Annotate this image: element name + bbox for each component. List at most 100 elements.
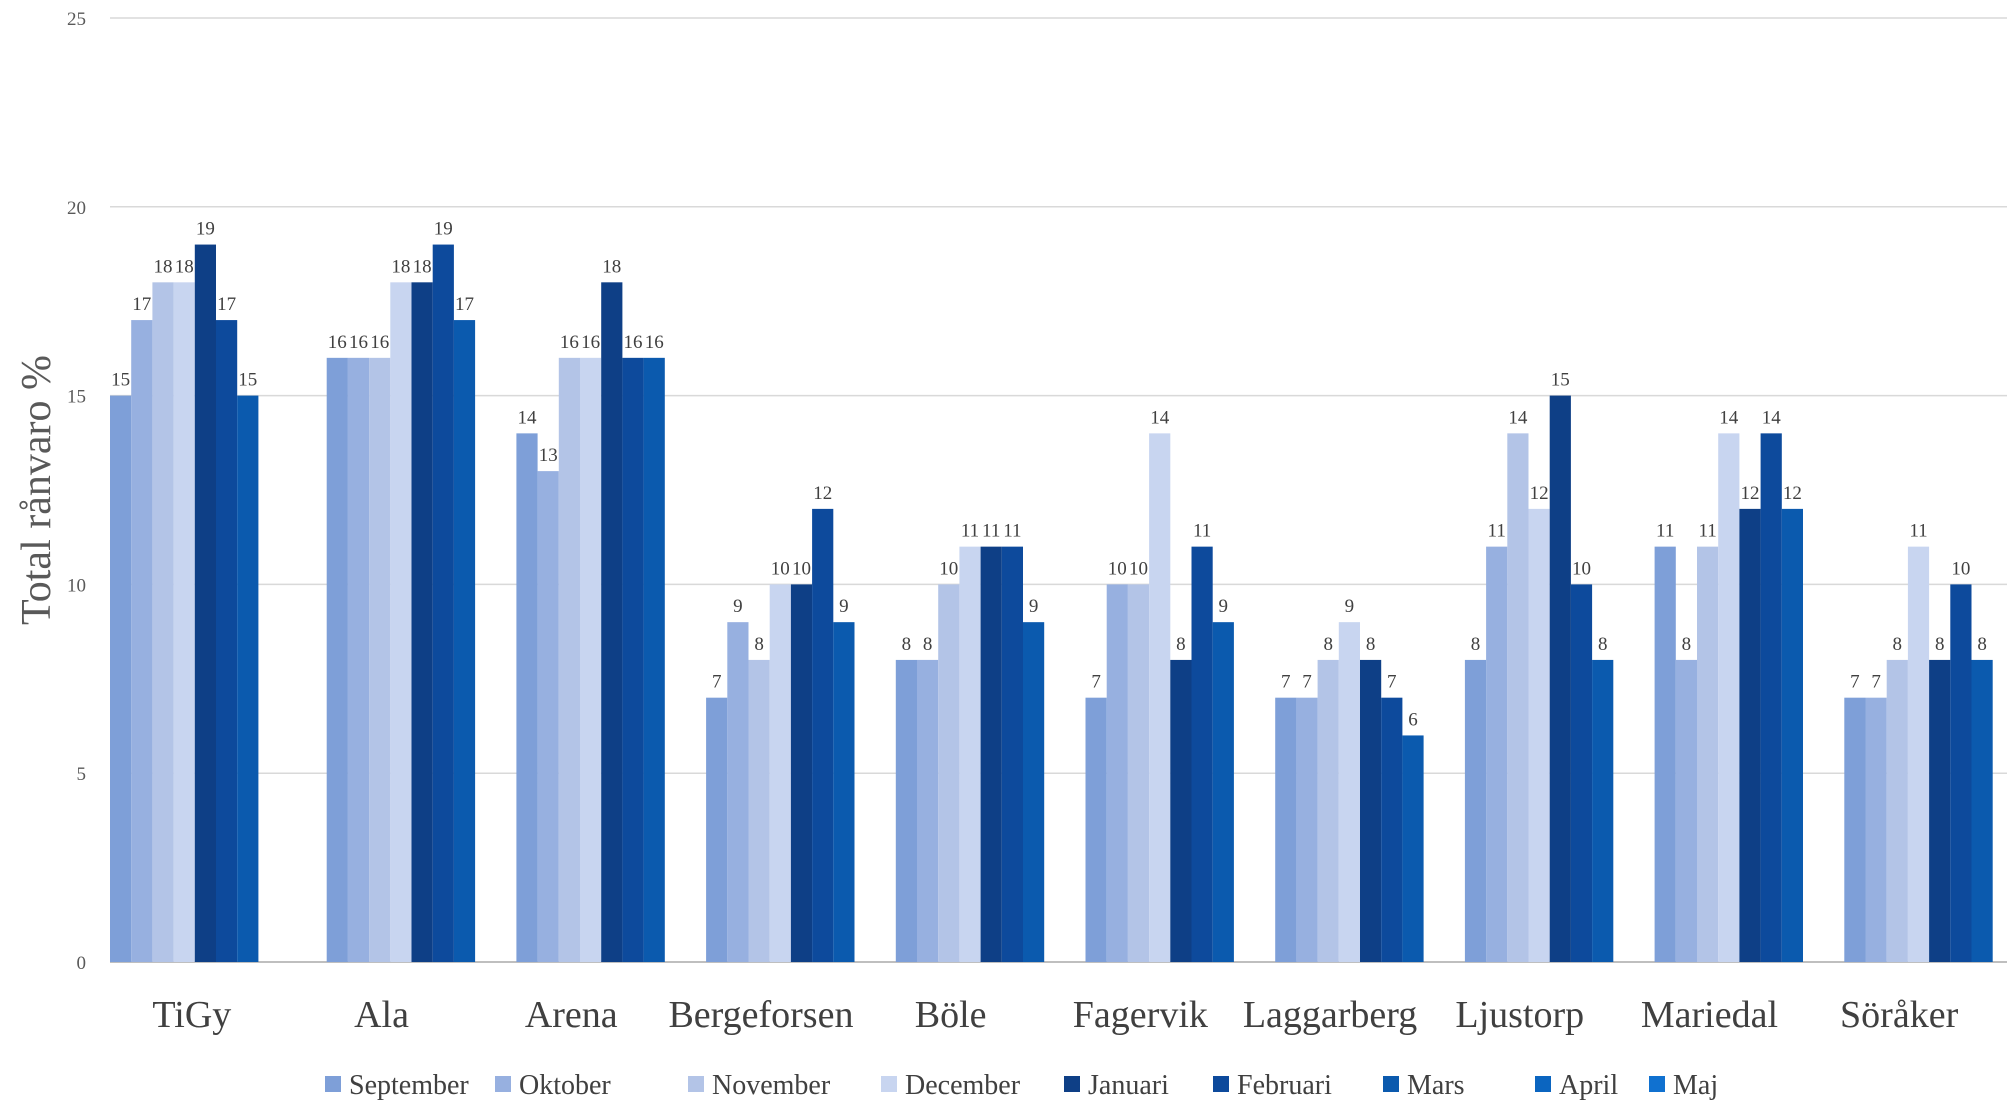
data-label: 18 <box>413 256 432 277</box>
bar <box>1360 659 1382 962</box>
bar <box>917 659 939 962</box>
data-label: 10 <box>939 558 958 579</box>
legend-swatch <box>688 1076 704 1092</box>
bar <box>1338 622 1360 962</box>
data-label: 8 <box>1893 634 1903 655</box>
data-label: 8 <box>1471 634 1481 655</box>
bar <box>643 357 665 963</box>
legend-swatch <box>325 1076 341 1092</box>
bar <box>833 622 855 962</box>
data-label: 7 <box>1850 672 1860 693</box>
bar <box>194 244 216 962</box>
data-label: 16 <box>328 332 347 353</box>
data-label: 7 <box>1302 672 1312 693</box>
bar <box>1464 659 1487 962</box>
data-label: 11 <box>1909 521 1927 542</box>
data-label: 8 <box>754 634 764 655</box>
data-label: 11 <box>1193 521 1211 542</box>
bar <box>369 357 391 963</box>
data-label: 8 <box>1977 634 1987 655</box>
bar <box>1950 584 1972 962</box>
legend-label: Februari <box>1237 1070 1332 1101</box>
bar <box>432 244 454 962</box>
category-label: TiGy <box>152 994 231 1036</box>
data-label: 18 <box>175 256 194 277</box>
data-label: 14 <box>518 407 538 428</box>
data-label: 14 <box>1719 407 1739 428</box>
bars <box>110 244 1993 963</box>
bar <box>173 282 195 962</box>
bar <box>1760 433 1782 962</box>
bar <box>622 357 644 963</box>
data-label: 16 <box>349 332 368 353</box>
bar <box>727 622 749 962</box>
bar <box>347 357 370 963</box>
bar <box>1718 433 1740 962</box>
data-label: 9 <box>1345 596 1355 617</box>
y-tick-labels: 0 5 10 15 20 25 <box>67 9 86 974</box>
data-label: 16 <box>581 332 600 353</box>
legend-label: November <box>712 1070 831 1101</box>
bar <box>1402 735 1424 962</box>
data-label: 16 <box>624 332 643 353</box>
bar <box>1592 659 1614 962</box>
legend: September Oktober November December Januari F… <box>325 1070 1718 1101</box>
legend-swatch <box>1064 1076 1080 1092</box>
bar <box>1296 697 1318 962</box>
bar <box>1381 697 1403 962</box>
data-label: 14 <box>1150 407 1170 428</box>
legend-swatch <box>495 1076 511 1092</box>
legend-label: Mars <box>1407 1070 1465 1101</box>
data-label: 9 <box>1029 596 1039 617</box>
bar <box>1654 546 1676 962</box>
data-label: 12 <box>1741 483 1760 504</box>
legend-swatch <box>1535 1076 1551 1092</box>
bar <box>1929 659 1951 962</box>
bar <box>790 584 813 962</box>
data-label: 10 <box>792 558 811 579</box>
data-label: 8 <box>1366 634 1376 655</box>
data-label: 16 <box>645 332 664 353</box>
legend-label: Januari <box>1088 1070 1169 1101</box>
data-label: 7 <box>712 672 722 693</box>
legend-swatch <box>1649 1076 1665 1092</box>
data-label: 14 <box>1508 407 1528 428</box>
bar <box>516 433 538 962</box>
bar <box>1886 659 1908 962</box>
category-label: Böle <box>915 994 987 1036</box>
data-label: 7 <box>1871 672 1881 693</box>
data-label: 16 <box>370 332 389 353</box>
data-label: 8 <box>1176 634 1186 655</box>
bar <box>1739 508 1761 962</box>
bar <box>1275 697 1297 962</box>
data-label: 17 <box>132 294 151 315</box>
data-label: 10 <box>771 558 790 579</box>
bar <box>1001 546 1023 962</box>
category-label: Fagervik <box>1073 994 1208 1036</box>
data-label: 17 <box>455 294 474 315</box>
data-label: 7 <box>1091 672 1101 693</box>
bar <box>1781 508 1803 962</box>
y-axis-title: Total rånvaro % <box>14 355 60 625</box>
bar <box>1549 395 1571 963</box>
bar <box>237 395 259 963</box>
category-label: Söråker <box>1840 994 1959 1036</box>
data-label: 11 <box>1656 521 1674 542</box>
category-label: Ala <box>354 994 409 1036</box>
data-label: 7 <box>1387 672 1397 693</box>
data-label: 12 <box>813 483 832 504</box>
data-label: 9 <box>1219 596 1229 617</box>
data-label: 17 <box>217 294 236 315</box>
bar <box>706 697 728 962</box>
data-label: 7 <box>1281 672 1291 693</box>
legend-label: September <box>349 1070 469 1101</box>
bar <box>411 282 433 962</box>
bar <box>390 282 412 962</box>
bar <box>769 584 791 962</box>
data-label: 8 <box>902 634 912 655</box>
data-label: 15 <box>1551 370 1570 391</box>
category-label: Bergeforsen <box>668 994 853 1036</box>
data-label: 12 <box>1530 483 1549 504</box>
y-tick-label: 0 <box>77 953 87 974</box>
